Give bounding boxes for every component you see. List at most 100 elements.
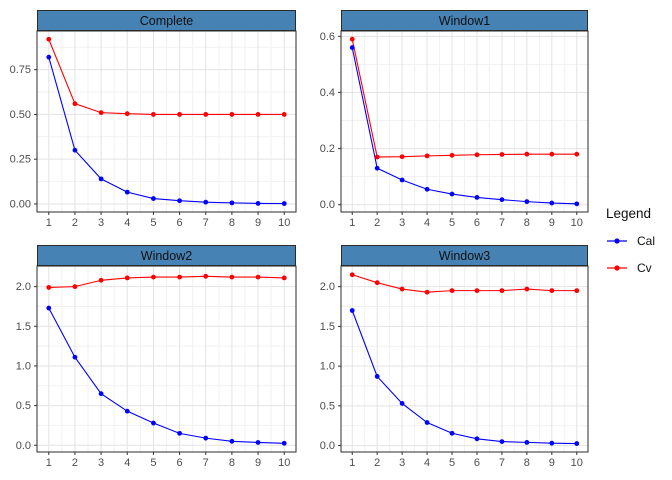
facet-strip-window2: Window2 [37, 245, 296, 266]
x-tick-label: 2 [72, 457, 78, 469]
data-point-cv [46, 36, 52, 42]
data-point-cv [255, 112, 261, 117]
y-tick-label: 0.0 [16, 440, 31, 452]
y-tick-label: 1.0 [16, 360, 31, 372]
data-point-cal [255, 201, 261, 206]
x-tick-label: 6 [177, 457, 183, 469]
data-point-cv [574, 151, 580, 157]
x-tick-label: 10 [571, 217, 583, 229]
data-point-cal [499, 197, 505, 203]
data-point-cal [549, 200, 555, 206]
data-point-cal [399, 401, 405, 406]
data-point-cal [424, 420, 430, 425]
data-point-cv [349, 36, 355, 42]
data-point-cal [281, 440, 287, 446]
x-tick-label: 9 [549, 217, 555, 229]
data-point-cal [281, 201, 287, 206]
x-tick-label: 8 [524, 217, 530, 229]
data-point-cal [229, 200, 235, 206]
data-point-cal [449, 430, 455, 436]
data-point-cv [281, 275, 287, 281]
data-point-cv [255, 274, 261, 280]
y-tick-label: 0.50 [10, 109, 31, 121]
data-point-cal [151, 420, 156, 426]
x-tick-label: 4 [124, 457, 130, 469]
x-tick-label: 3 [399, 457, 405, 469]
data-point-cal [424, 186, 430, 192]
x-tick-label: 8 [229, 457, 235, 469]
data-point-cal [124, 408, 130, 414]
data-point-cv [177, 274, 182, 280]
data-point-cv [449, 288, 455, 294]
x-tick-label: 2 [374, 457, 380, 469]
data-point-cv [46, 285, 52, 290]
legend-item-cal: Cal [606, 234, 655, 248]
x-tick-label: 2 [72, 217, 78, 229]
data-point-cv [374, 280, 380, 286]
x-tick-label: 10 [278, 457, 290, 469]
y-tick-label: 0.5 [320, 400, 335, 412]
data-point-cal [549, 440, 555, 446]
data-point-cv [203, 273, 209, 279]
data-point-cv [474, 152, 480, 158]
x-tick-label: 8 [524, 457, 530, 469]
facet-panel-window2: 1 2 3 4 5 6 7 8 9 10 0.0 0.5 1.0 1.5 2.0 [16, 265, 297, 469]
data-point-cal [72, 147, 78, 153]
data-point-cv [574, 288, 580, 294]
data-point-cv [177, 112, 182, 117]
data-point-cal [229, 438, 235, 444]
y-tick-label: 2.0 [16, 281, 31, 293]
facet-panel-window3: 1 2 3 4 5 6 7 8 9 10 0.0 0.5 1.0 1.5 2.0 [320, 265, 589, 469]
facet-strip-window1: Window1 [341, 10, 588, 31]
data-point-cal [203, 199, 209, 205]
data-point-cv [124, 275, 130, 281]
x-tick-label: 4 [124, 217, 130, 229]
y-tick-label: 1.0 [320, 361, 335, 373]
x-tick-label: 6 [177, 217, 183, 229]
data-point-cv [399, 286, 405, 292]
data-point-cv [524, 151, 530, 157]
legend-item-label: Cv [637, 261, 652, 275]
legend-key-line-dot-icon [607, 265, 627, 271]
y-tick-label: 0.0 [320, 440, 335, 452]
facet-title: Window2 [140, 248, 193, 263]
data-point-cv [151, 112, 156, 117]
data-point-cv [524, 286, 530, 292]
data-point-cal [177, 198, 182, 204]
x-tick-label: 7 [499, 457, 505, 469]
facet-strip-window3: Window3 [341, 245, 588, 266]
data-point-cv [499, 288, 505, 294]
data-point-cal [449, 191, 455, 197]
x-tick-label: 9 [549, 457, 555, 469]
y-tick-label: 1.5 [320, 321, 335, 333]
x-tick-label: 4 [424, 217, 430, 229]
data-point-cv [98, 110, 104, 116]
legend-title: Legend [606, 206, 652, 221]
data-point-cal [574, 201, 580, 207]
x-tick-label: 5 [449, 217, 455, 229]
data-point-cv [281, 112, 287, 117]
data-point-cv [229, 274, 235, 280]
facet-title: Window1 [438, 13, 491, 28]
data-point-cv [124, 111, 130, 117]
y-tick-label: 0.00 [10, 198, 31, 210]
x-tick-label: 1 [46, 217, 52, 229]
data-point-cal [124, 189, 130, 195]
data-point-cv [549, 288, 555, 294]
x-tick-label: 1 [349, 457, 355, 469]
data-point-cal [474, 436, 480, 442]
x-tick-label: 7 [499, 217, 505, 229]
x-tick-label: 10 [278, 217, 290, 229]
legend: Legend Cal Cv [606, 206, 655, 288]
data-point-cv [499, 152, 505, 157]
x-tick-label: 1 [46, 457, 52, 469]
facet-strip-complete: Complete [37, 10, 296, 31]
x-tick-label: 2 [374, 217, 380, 229]
x-tick-label: 3 [98, 217, 104, 229]
y-tick-label: 0.0 [320, 199, 335, 211]
data-point-cal [255, 440, 261, 445]
legend-key-line-dot-icon [607, 238, 627, 244]
data-point-cal [98, 176, 104, 182]
